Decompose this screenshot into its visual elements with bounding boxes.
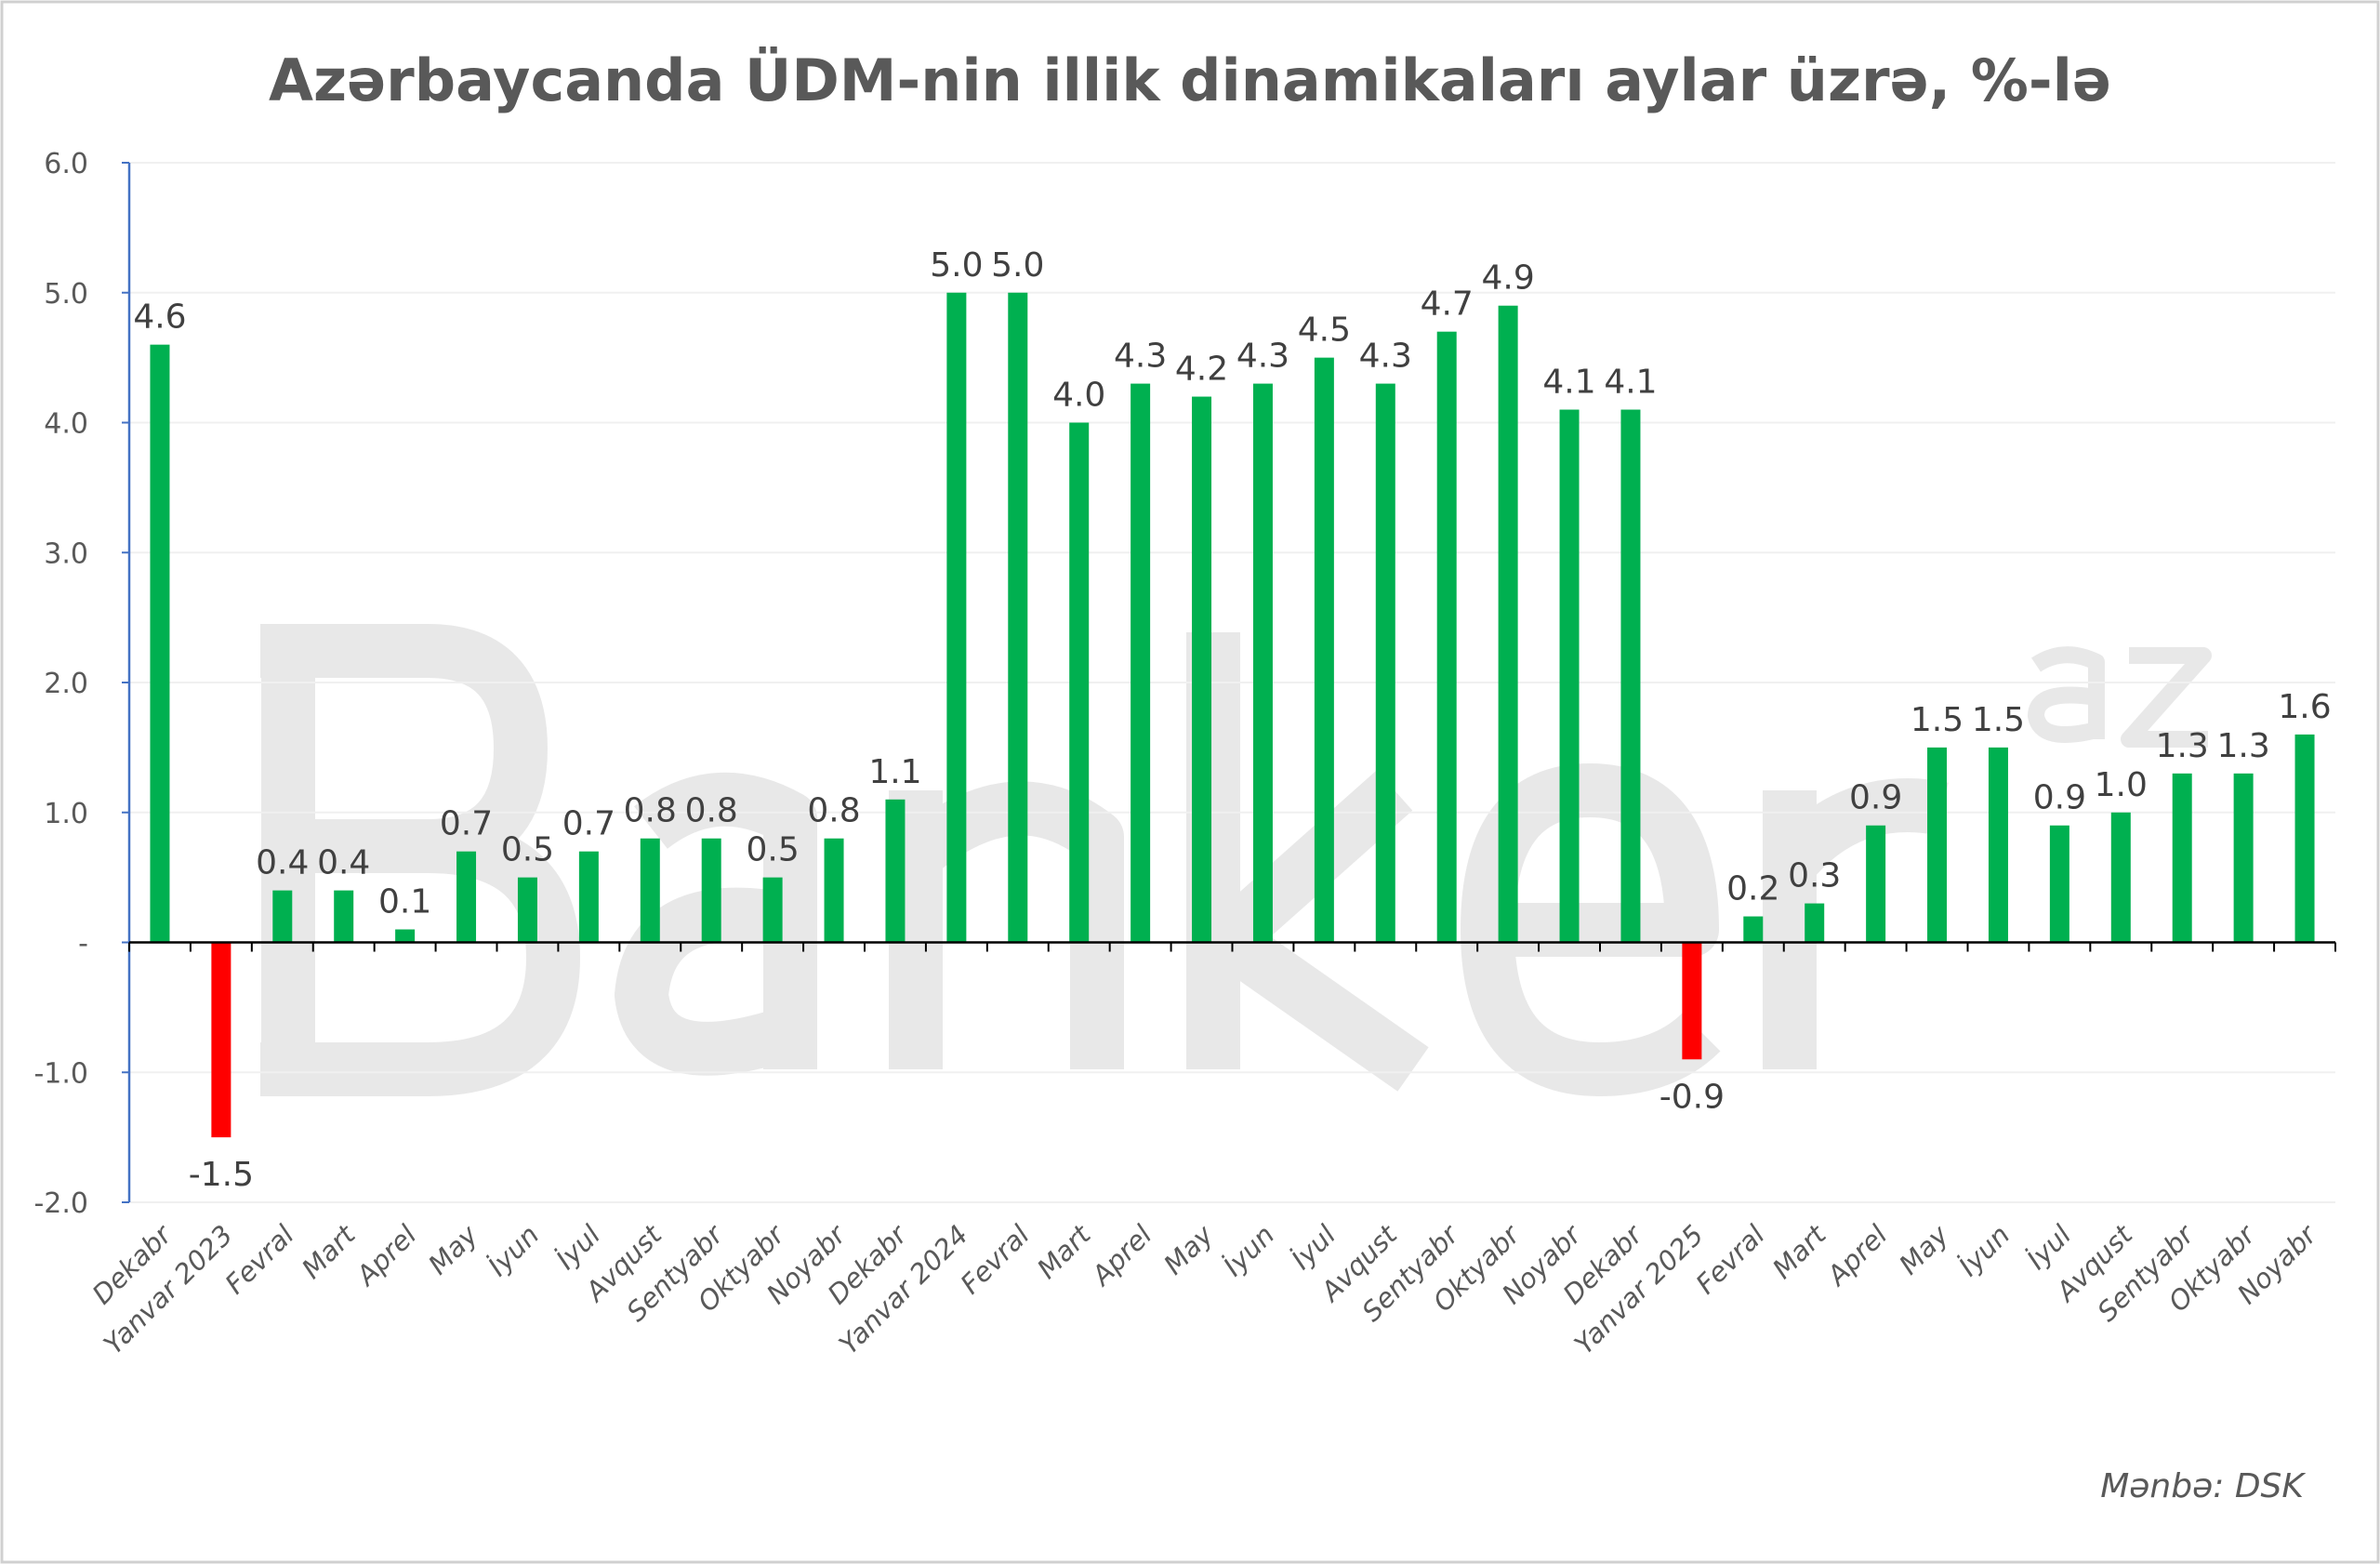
bars (150, 292, 2315, 1138)
bar (1620, 409, 1641, 943)
bar (2049, 825, 2069, 943)
watermark-letter-a-small (2028, 646, 2105, 743)
data-label: 0.8 (807, 792, 860, 830)
bar (2233, 773, 2254, 943)
bar (1192, 396, 1212, 943)
data-label: 4.3 (1359, 338, 1412, 376)
data-label: 4.1 (1604, 364, 1657, 402)
data-label: 0.7 (562, 805, 615, 843)
bar (2172, 773, 2192, 943)
data-label: 4.0 (1052, 377, 1105, 415)
bar (1252, 383, 1273, 943)
data-label: 4.1 (1542, 364, 1595, 402)
data-label: 5.0 (930, 246, 983, 285)
bar (1069, 422, 1090, 943)
data-label: 5.0 (991, 246, 1044, 285)
bar (2110, 812, 2131, 943)
bar (456, 851, 477, 943)
data-label: 1.1 (868, 753, 921, 791)
bar (1008, 292, 1028, 943)
bar (701, 838, 721, 943)
bar (885, 799, 906, 943)
y-tick-label: 4.0 (44, 408, 88, 441)
data-label: 0.4 (317, 844, 370, 882)
bar (1314, 357, 1334, 943)
data-label: 1.6 (2278, 688, 2331, 726)
bar (1682, 942, 1702, 1060)
watermark-letter-z-small (2121, 647, 2212, 748)
bar (578, 851, 599, 943)
data-label: 1.0 (2095, 766, 2148, 804)
bar (946, 292, 967, 943)
data-label: 4.7 (1421, 285, 1474, 324)
data-label: 0.8 (685, 792, 738, 830)
data-label: 4.3 (1236, 338, 1289, 376)
data-labels: 4.6-1.50.4 0.40.10.70.50.7 0.8 0.80.50.81.1… (133, 246, 2331, 1194)
data-label: 4.5 (1298, 311, 1351, 350)
bar (395, 929, 416, 943)
bar (1743, 916, 1764, 943)
bar (272, 890, 293, 943)
bar (211, 942, 231, 1138)
gridlines (129, 162, 2335, 1203)
data-label: 0.4 (256, 844, 309, 882)
watermark-letter-r (1763, 778, 1949, 1069)
bar (2294, 734, 2315, 943)
y-tick-label: 2.0 (44, 668, 88, 700)
data-label: -0.9 (1659, 1078, 1725, 1116)
bar (1436, 331, 1457, 943)
data-label: 4.2 (1175, 351, 1228, 389)
y-tick-label: 1.0 (44, 798, 88, 830)
data-label: 1.3 (2156, 727, 2209, 765)
bar (1805, 903, 1825, 943)
data-label: 4.9 (1481, 259, 1534, 298)
y-tick-label: 6.0 (44, 148, 88, 180)
data-label: 0.3 (1788, 857, 1841, 895)
data-label: 0.7 (440, 805, 493, 843)
bar (1927, 747, 1948, 943)
y-tick-label: 5.0 (44, 278, 88, 311)
data-label: 0.5 (501, 831, 554, 869)
watermark-letter-e (1461, 763, 1721, 1096)
data-label: 0.9 (2033, 779, 2086, 817)
data-label: 0.5 (746, 831, 799, 869)
bar (824, 838, 844, 943)
bar (1866, 825, 1886, 943)
data-label: 4.3 (1114, 338, 1167, 376)
bar (1559, 409, 1580, 943)
data-label: 1.3 (2216, 727, 2269, 765)
data-label: 0.9 (1849, 779, 1902, 817)
bar (1498, 305, 1518, 943)
bar (762, 877, 783, 943)
source-note: Mənbə: DSK (2100, 1467, 2306, 1505)
data-label: 1.5 (1911, 701, 1964, 739)
data-label: 0.8 (624, 792, 677, 830)
y-tick-label: -2.0 (33, 1187, 88, 1220)
y-tick-label: -1.0 (33, 1057, 88, 1090)
data-label: 4.6 (133, 298, 186, 337)
watermark-letter-b (260, 624, 580, 1096)
data-label: 0.2 (1726, 870, 1779, 908)
bar (640, 838, 660, 943)
bar (1375, 383, 1395, 943)
y-tick-label: - (78, 928, 88, 961)
bar (150, 344, 170, 943)
chart-title: Azərbaycanda ÜDM-nin illik dinamikaları … (269, 46, 2111, 114)
bar (517, 877, 537, 943)
data-label: -1.5 (189, 1156, 254, 1194)
bar (1130, 383, 1151, 943)
data-label: 1.5 (1972, 701, 2025, 739)
y-tick-label: 3.0 (44, 537, 88, 570)
bar (334, 890, 354, 943)
watermark-letter-k (1186, 632, 1429, 1092)
bar (1988, 747, 2008, 943)
data-label: 0.1 (378, 883, 431, 921)
y-axis: 6.0 5.0 4.0 3.0 2.0 1.0 - -1.0 -2.0 (33, 148, 131, 1220)
